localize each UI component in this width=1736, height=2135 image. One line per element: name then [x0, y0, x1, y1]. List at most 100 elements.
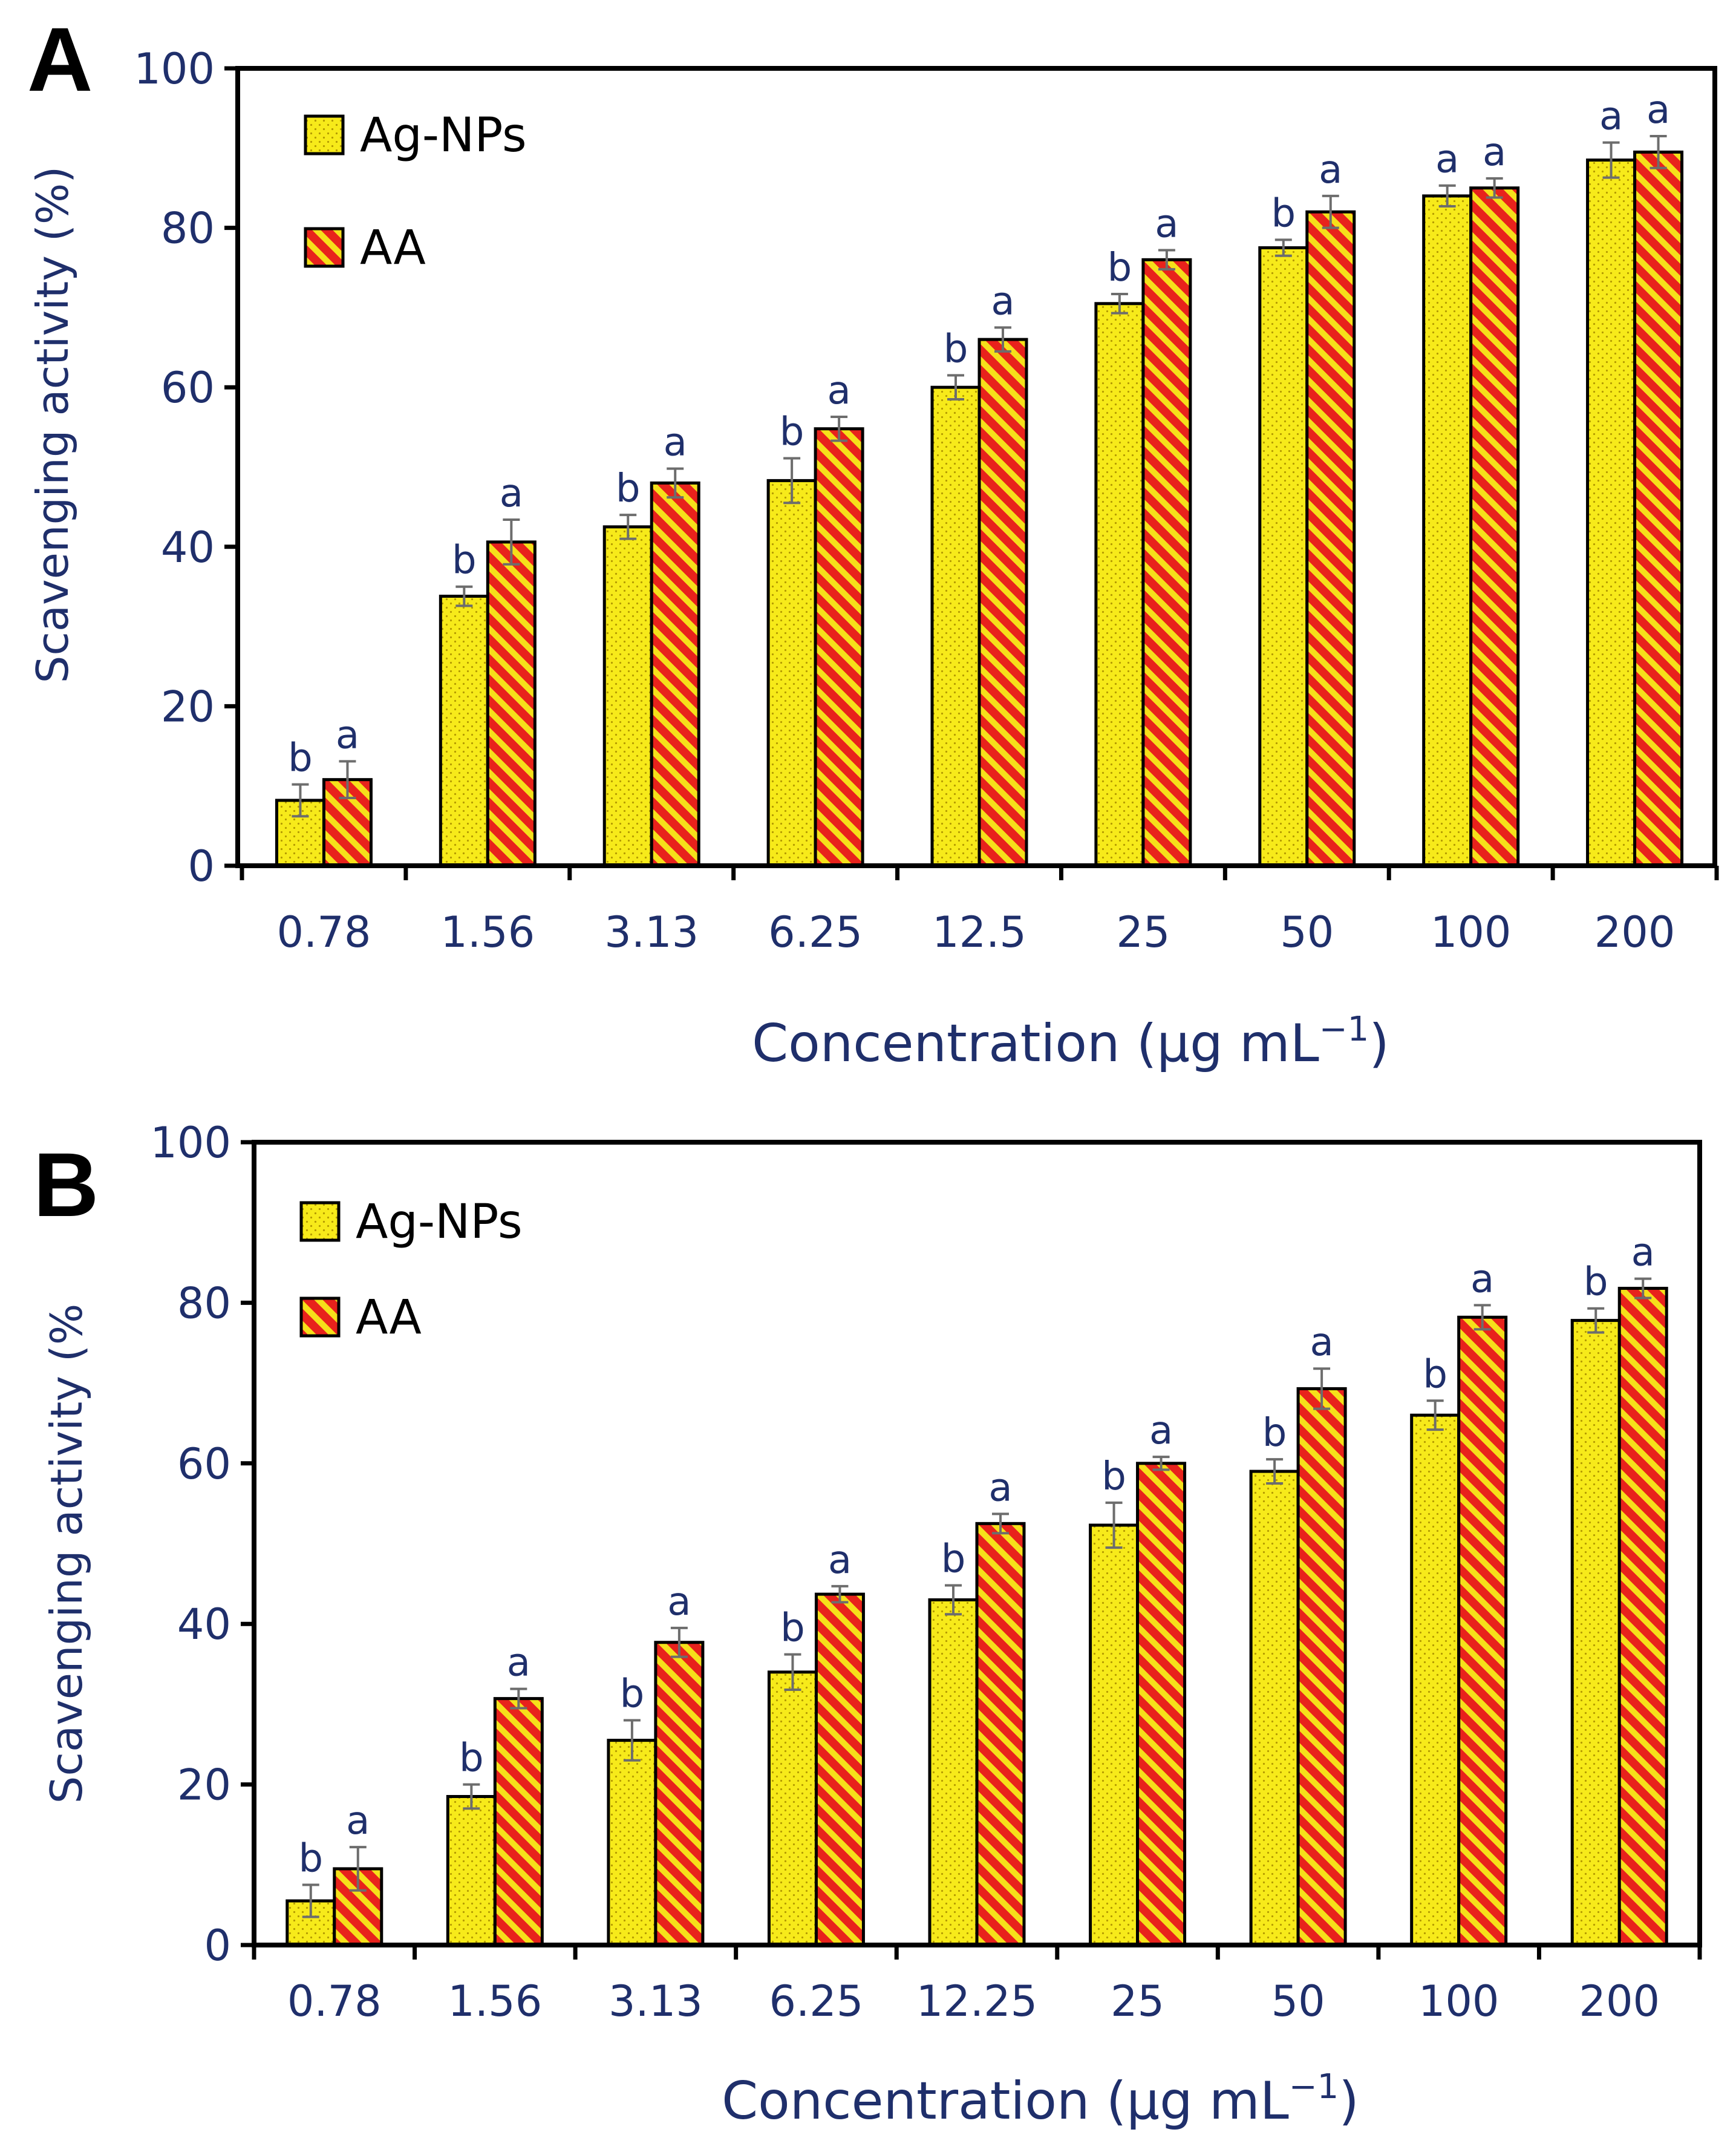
- y-tick-label: 20: [177, 1761, 231, 1810]
- significance-letter: b: [780, 1606, 805, 1651]
- x-tick-label: 12.25: [916, 1976, 1037, 2026]
- x-axis-title-main-b: Concentration (µg mL: [722, 2071, 1289, 2131]
- significance-letter: a: [1470, 1257, 1494, 1301]
- significance-letter: a: [988, 1465, 1012, 1510]
- x-tick-marks-b: [252, 1945, 1702, 1960]
- x-tick-label: 3.13: [609, 1976, 703, 2026]
- x-tick-label: 200: [1594, 907, 1676, 957]
- y-tick-label: 40: [161, 523, 215, 572]
- y-tick-label: 80: [177, 1278, 231, 1328]
- bar-aa: [1457, 1315, 1508, 1947]
- x-axis-title-a: Concentration (µg mL−1): [752, 1010, 1389, 1074]
- legend-b: Ag-NPs AA: [299, 1195, 523, 1345]
- significance-letter: b: [1423, 1352, 1447, 1397]
- legend-swatch-aa-a: [304, 227, 345, 268]
- bar-aa: [1141, 258, 1192, 868]
- legend-swatch-aa-b: [299, 1296, 341, 1338]
- x-tick-label: 200: [1579, 1976, 1660, 2026]
- y-tick-labels-b: 0 20 40 60 80 100: [150, 1118, 231, 1970]
- significance-letter: a: [1599, 94, 1623, 139]
- significance-letter: b: [1262, 1411, 1287, 1456]
- bar-aa: [1469, 186, 1520, 868]
- legend-label-aa-a: AA: [360, 221, 426, 275]
- significance-letter: b: [1584, 1260, 1608, 1305]
- significance-letter: a: [1646, 88, 1670, 132]
- x-tick-label: 100: [1418, 1976, 1499, 2026]
- significance-letter: a: [1319, 148, 1342, 192]
- panel-label-b: B: [33, 1134, 99, 1235]
- significance-letter: b: [298, 1836, 323, 1881]
- bar-aa: [1617, 1287, 1668, 1947]
- x-tick-label: 6.25: [769, 1976, 864, 2026]
- legend-a: Ag-NPs AA: [304, 108, 527, 275]
- significance-letter: a: [1310, 1320, 1334, 1365]
- bar-agnps: [1570, 1319, 1621, 1947]
- bar-aa: [650, 481, 700, 868]
- significance-letter: a: [827, 368, 851, 413]
- x-axis-title-close-a: ): [1369, 1013, 1389, 1074]
- significance-letter: b: [1271, 191, 1296, 236]
- x-tick-label: 1.56: [448, 1976, 542, 2026]
- x-tick-label: 50: [1271, 1976, 1325, 2026]
- y-axis-title-a: Scavenging activity (%): [27, 166, 78, 684]
- bar-aa: [975, 1522, 1026, 1947]
- significance-letter: a: [1155, 202, 1178, 247]
- bar-agnps: [928, 1598, 979, 1947]
- bar-agnps: [1422, 194, 1473, 868]
- bar-agnps: [439, 595, 489, 868]
- bar-agnps: [1410, 1413, 1461, 1947]
- y-tick-label: 100: [150, 1118, 231, 1168]
- significance-letter: b: [1108, 246, 1132, 290]
- bar-agnps: [1586, 159, 1637, 868]
- significance-letter: a: [664, 420, 687, 465]
- x-tick-label: 3.13: [604, 907, 699, 957]
- significance-letter: a: [991, 279, 1014, 324]
- y-axis-title-b: Scavenging activity (%: [41, 1304, 92, 1804]
- bar-aa: [486, 540, 537, 868]
- bar-agnps: [930, 385, 981, 868]
- bar-aa: [1296, 1387, 1347, 1947]
- y-tick-label: 0: [188, 842, 215, 891]
- significance-letter: b: [1101, 1454, 1126, 1499]
- significance-letter: a: [1483, 130, 1506, 175]
- bar-agnps: [1249, 1470, 1300, 1947]
- bar-aa: [493, 1697, 544, 1947]
- bar-aa: [1136, 1462, 1187, 1947]
- y-tick-label: 80: [161, 204, 215, 253]
- significance-letter: b: [780, 410, 804, 455]
- significance-letter: a: [500, 471, 523, 516]
- x-tick-label: 25: [1111, 1976, 1164, 2026]
- significance-letter: b: [944, 327, 968, 371]
- significance-letter: a: [507, 1641, 530, 1685]
- x-axis-title-sup-b: −1: [1289, 2067, 1339, 2107]
- x-axis-title-main-a: Concentration (µg mL: [752, 1013, 1319, 1074]
- x-tick-label: 1.56: [440, 907, 535, 957]
- bar-aa: [654, 1641, 705, 1947]
- significance-letter: a: [346, 1799, 370, 1843]
- legend-label-agnps-a: Ag-NPs: [360, 108, 527, 163]
- significance-letter: a: [336, 713, 359, 757]
- bar-aa: [1633, 150, 1684, 868]
- significance-letter: b: [452, 538, 477, 583]
- x-axis-title-b: Concentration (µg mL−1): [722, 2067, 1359, 2131]
- x-tick-label: 100: [1431, 907, 1512, 957]
- y-tick-label: 100: [134, 44, 215, 94]
- x-tick-label: 25: [1116, 907, 1170, 957]
- x-axis-title-sup-a: −1: [1319, 1010, 1369, 1049]
- legend-label-agnps-b: Ag-NPs: [356, 1195, 523, 1249]
- x-tick-labels-a: 0.78 1.56 3.13 6.25 12.5 25 50 100 200: [277, 907, 1676, 957]
- y-tick-label: 40: [177, 1600, 231, 1649]
- bar-agnps: [1094, 302, 1145, 868]
- x-axis-title-close-b: ): [1339, 2071, 1359, 2131]
- panel-label-a: A: [27, 8, 93, 110]
- significance-letter: b: [941, 1537, 966, 1582]
- bar-agnps: [602, 525, 653, 868]
- x-tick-marks-a: [240, 866, 1719, 880]
- bar-agnps: [1258, 246, 1309, 868]
- significance-letter: b: [288, 736, 313, 781]
- bar-agnps: [446, 1795, 497, 1947]
